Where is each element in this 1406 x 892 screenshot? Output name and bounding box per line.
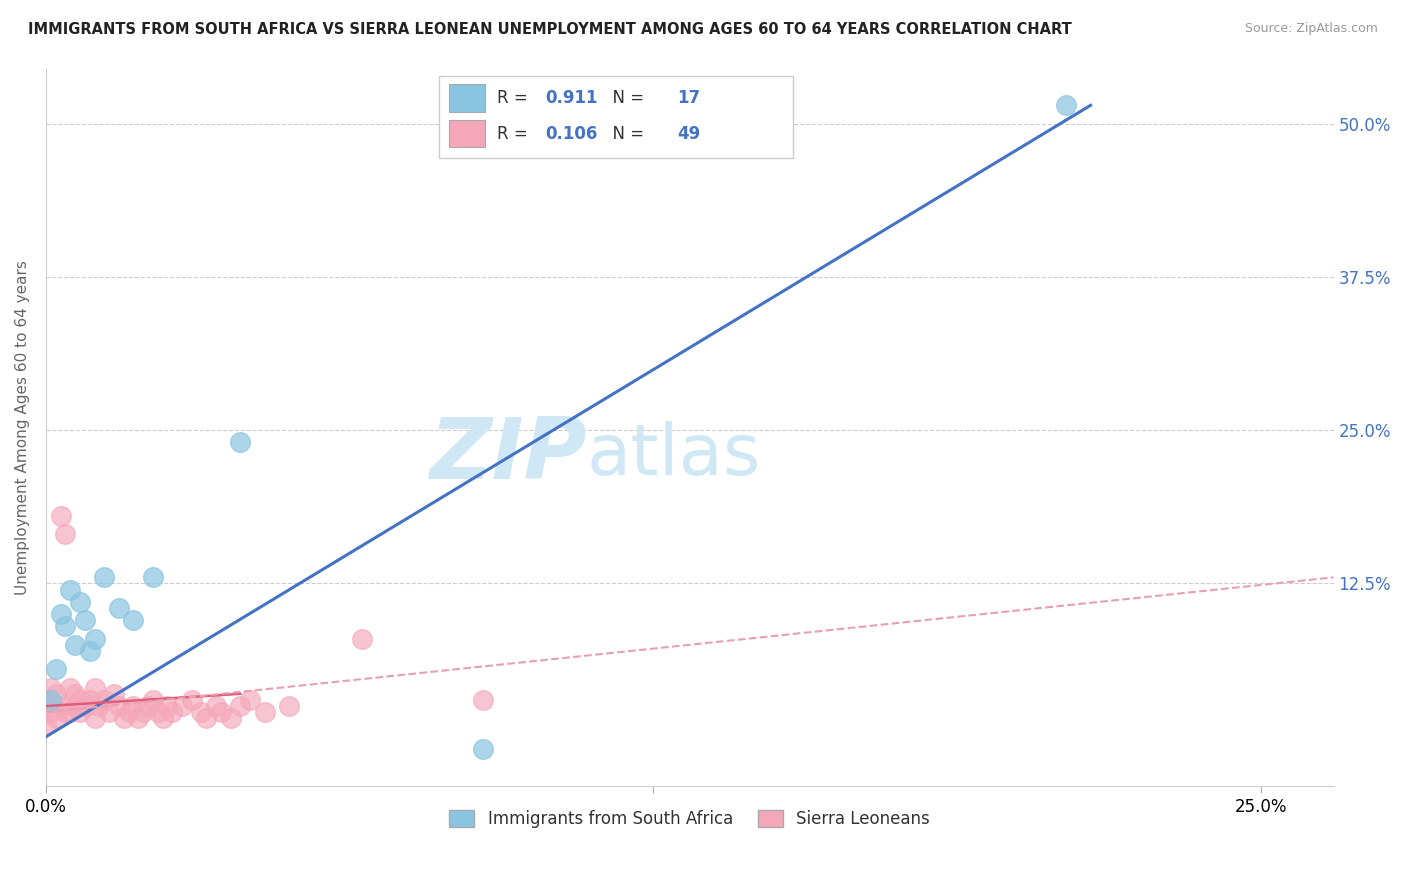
Point [277, 699, 299, 714]
Point [103, 687, 125, 701]
Point [73, 699, 96, 714]
Point [108, 699, 131, 714]
Point [472, 693, 495, 707]
Point [472, 742, 495, 756]
Point [108, 601, 131, 615]
Point [63, 699, 86, 714]
Text: atlas: atlas [586, 421, 761, 491]
Point [73, 613, 96, 627]
Text: N =: N = [602, 89, 650, 107]
Point [162, 705, 184, 719]
Bar [449, 120, 485, 147]
Point [146, 705, 169, 719]
Text: 0.911: 0.911 [546, 89, 598, 107]
Point [45, 662, 67, 676]
Point [63, 687, 86, 701]
Point [59, 681, 82, 695]
Point [195, 711, 218, 725]
Point [229, 435, 252, 450]
Point [1054, 98, 1077, 112]
Point [59, 705, 82, 719]
Text: ZIP: ZIP [429, 415, 586, 498]
Text: R =: R = [496, 89, 533, 107]
Point [79, 693, 101, 707]
Text: Source: ZipAtlas.com: Source: ZipAtlas.com [1244, 22, 1378, 36]
Point [112, 711, 135, 725]
Point [219, 711, 242, 725]
Text: 17: 17 [676, 89, 700, 107]
Text: IMMIGRANTS FROM SOUTH AFRICA VS SIERRA LEONEAN UNEMPLOYMENT AMONG AGES 60 TO 64 : IMMIGRANTS FROM SOUTH AFRICA VS SIERRA L… [28, 22, 1071, 37]
Point [205, 699, 228, 714]
Point [98, 705, 121, 719]
Point [93, 693, 115, 707]
Point [132, 705, 155, 719]
Point [229, 699, 252, 714]
Point [122, 613, 145, 627]
Point [39, 681, 62, 695]
Point [55, 527, 77, 541]
Point [239, 693, 262, 707]
Text: 49: 49 [676, 125, 700, 143]
Point [69, 705, 91, 719]
Point [136, 699, 159, 714]
Point [49, 607, 72, 621]
Point [156, 699, 179, 714]
Point [55, 619, 77, 633]
Point [83, 711, 105, 725]
Point [45, 687, 67, 701]
Point [180, 693, 202, 707]
Point [69, 693, 91, 707]
Point [142, 570, 165, 584]
Point [63, 638, 86, 652]
Point [117, 705, 139, 719]
Legend: Immigrants from South Africa, Sierra Leoneans: Immigrants from South Africa, Sierra Leo… [443, 804, 936, 835]
Point [83, 681, 105, 695]
Point [142, 693, 165, 707]
Point [122, 699, 145, 714]
Point [89, 699, 111, 714]
Bar [449, 85, 485, 112]
Point [69, 595, 91, 609]
Y-axis label: Unemployment Among Ages 60 to 64 years: Unemployment Among Ages 60 to 64 years [15, 260, 30, 595]
Point [35, 693, 58, 707]
Point [39, 693, 62, 707]
Point [209, 705, 232, 719]
Text: N =: N = [602, 125, 650, 143]
Point [170, 699, 193, 714]
Point [39, 705, 62, 719]
Point [253, 705, 276, 719]
Point [45, 711, 67, 725]
Point [49, 509, 72, 524]
Point [350, 632, 373, 646]
Point [152, 711, 174, 725]
Point [93, 570, 115, 584]
Point [59, 582, 82, 597]
Point [49, 699, 72, 714]
Point [55, 705, 77, 719]
Point [83, 632, 105, 646]
Point [79, 644, 101, 658]
Point [190, 705, 212, 719]
Point [127, 711, 149, 725]
FancyBboxPatch shape [439, 76, 793, 158]
Text: 0.106: 0.106 [546, 125, 598, 143]
Point [35, 717, 58, 731]
Text: R =: R = [496, 125, 533, 143]
